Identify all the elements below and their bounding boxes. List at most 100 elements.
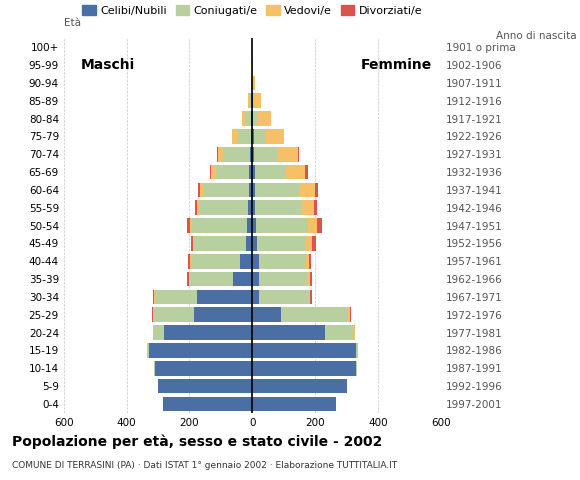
Bar <box>191 236 193 251</box>
Bar <box>258 111 270 126</box>
Bar <box>237 129 251 144</box>
Bar <box>249 165 252 180</box>
Bar <box>252 201 255 215</box>
Bar <box>252 361 356 375</box>
Bar <box>259 254 306 269</box>
Bar <box>251 111 252 126</box>
Bar <box>251 129 252 144</box>
Bar <box>197 289 252 304</box>
Bar <box>254 129 266 144</box>
Bar <box>306 254 309 269</box>
Bar <box>312 236 316 251</box>
Bar <box>153 289 154 304</box>
Bar <box>252 289 259 304</box>
Bar <box>164 325 252 340</box>
Bar <box>194 236 246 251</box>
Text: Femmine: Femmine <box>361 58 433 72</box>
Bar <box>252 165 255 180</box>
Bar <box>256 218 308 233</box>
Bar <box>194 307 252 322</box>
Bar <box>197 201 199 215</box>
Bar <box>163 396 252 411</box>
Bar <box>257 236 306 251</box>
Bar <box>246 218 252 233</box>
Bar <box>308 218 317 233</box>
Bar <box>153 307 194 322</box>
Bar <box>259 272 307 287</box>
Bar <box>190 254 191 269</box>
Bar <box>306 236 312 251</box>
Bar <box>203 182 248 197</box>
Bar <box>252 182 255 197</box>
Bar <box>252 379 347 394</box>
Bar <box>252 325 325 340</box>
Bar <box>246 236 252 251</box>
Text: Popolazione per età, sesso e stato civile - 2002: Popolazione per età, sesso e stato civil… <box>12 434 382 449</box>
Bar <box>223 147 250 162</box>
Bar <box>253 111 258 126</box>
Bar <box>252 147 254 162</box>
Bar <box>199 201 248 215</box>
Bar <box>158 379 252 394</box>
Bar <box>249 94 252 108</box>
Bar <box>240 254 252 269</box>
Bar <box>252 307 281 322</box>
Bar <box>298 147 299 162</box>
Bar <box>191 254 240 269</box>
Bar <box>233 272 252 287</box>
Bar <box>154 361 155 375</box>
Bar <box>252 218 256 233</box>
Bar <box>189 272 190 287</box>
Bar <box>153 325 164 340</box>
Bar <box>259 289 309 304</box>
Bar <box>187 272 189 287</box>
Bar <box>193 236 194 251</box>
Bar <box>242 111 245 126</box>
Bar <box>252 272 259 287</box>
Text: Maschi: Maschi <box>81 58 135 72</box>
Bar <box>252 396 336 411</box>
Bar <box>301 201 314 215</box>
Bar <box>310 272 312 287</box>
Bar <box>281 307 348 322</box>
Bar <box>253 76 255 90</box>
Bar <box>317 218 322 233</box>
Bar <box>325 325 354 340</box>
Bar <box>248 94 249 108</box>
Bar <box>250 147 252 162</box>
Bar <box>350 307 351 322</box>
Bar <box>287 165 305 180</box>
Bar <box>309 289 310 304</box>
Bar <box>255 182 299 197</box>
Bar <box>277 147 298 162</box>
Bar <box>212 165 216 180</box>
Bar <box>248 201 252 215</box>
Text: Anno di nascita: Anno di nascita <box>496 31 577 41</box>
Bar <box>252 254 259 269</box>
Bar <box>155 361 252 375</box>
Bar <box>255 165 286 180</box>
Bar <box>147 343 148 358</box>
Bar <box>190 218 191 233</box>
Bar <box>191 218 246 233</box>
Bar <box>187 218 190 233</box>
Bar <box>356 361 357 375</box>
Bar <box>245 111 251 126</box>
Bar <box>305 165 308 180</box>
Text: COMUNE DI TERRASINI (PA) · Dati ISTAT 1° gennaio 2002 · Elaborazione TUTTITALIA.: COMUNE DI TERRASINI (PA) · Dati ISTAT 1°… <box>12 461 397 470</box>
Bar <box>315 182 318 197</box>
Bar <box>232 129 237 144</box>
Bar <box>252 58 253 72</box>
Bar <box>216 165 249 180</box>
Bar <box>148 343 252 358</box>
Bar <box>310 289 312 304</box>
Bar <box>190 272 233 287</box>
Bar <box>309 254 311 269</box>
Legend: Celibi/Nubili, Coniugati/e, Vedovi/e, Divorziati/e: Celibi/Nubili, Coniugati/e, Vedovi/e, Di… <box>78 1 427 20</box>
Bar <box>218 147 223 162</box>
Bar <box>266 129 284 144</box>
Bar <box>307 272 310 287</box>
Bar <box>252 76 253 90</box>
Bar <box>248 182 252 197</box>
Bar <box>314 201 317 215</box>
